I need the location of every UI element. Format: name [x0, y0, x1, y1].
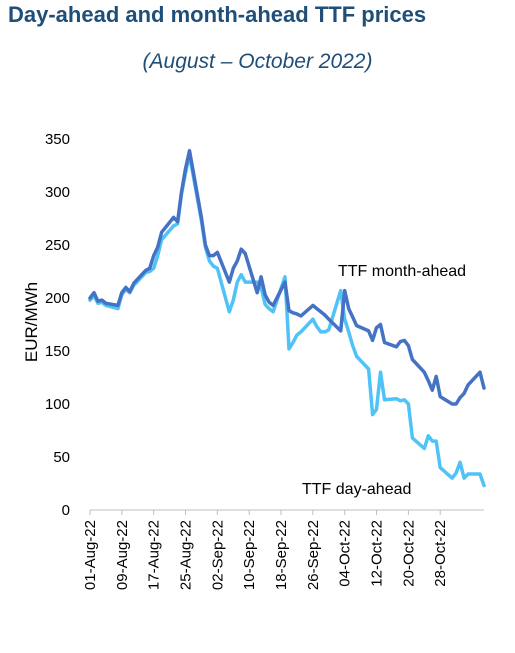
x-tick-label: 10-Sep-22 [241, 520, 258, 590]
x-tick-label: 12-Oct-22 [369, 520, 386, 587]
series-layer [88, 148, 486, 488]
y-tick-label: 50 [53, 449, 70, 466]
series-label-month-ahead: TTF month-ahead [338, 263, 466, 280]
x-tick-label: 18-Sep-22 [273, 520, 290, 590]
x-tick-label: 20-Oct-22 [400, 520, 417, 587]
x-tick-label: 02-Sep-22 [209, 520, 226, 590]
x-tick-label: 04-Oct-22 [337, 520, 354, 587]
x-tick-label: 09-Aug-22 [114, 520, 131, 590]
chart-title: Day-ahead and month-ahead TTF prices [8, 2, 427, 27]
y-tick-label: 250 [45, 237, 70, 254]
x-tick-label: 17-Aug-22 [146, 520, 163, 590]
y-axis: 0 50 100 150 200 250 300 350 [45, 131, 70, 519]
series-line-day-ahead [88, 153, 486, 488]
y-tick-label: 300 [45, 184, 70, 201]
y-tick-label: 200 [45, 290, 70, 307]
series-line-month-ahead [88, 148, 486, 406]
y-axis-label: EUR/MWh [22, 282, 41, 362]
y-tick-label: 150 [45, 343, 70, 360]
x-tick-label: 01-Aug-22 [82, 520, 99, 590]
x-tick-label: 28-Oct-22 [432, 520, 449, 587]
x-tick-label: 25-Aug-22 [178, 520, 195, 590]
y-tick-label: 350 [45, 131, 70, 148]
x-tick-label: 26-Sep-22 [305, 520, 322, 590]
x-axis: 01-Aug-22 09-Aug-22 17-Aug-22 25-Aug-22 02-S… [82, 509, 484, 590]
series-label-day-ahead: TTF day-ahead [302, 481, 411, 498]
y-tick-label: 100 [45, 396, 70, 413]
y-tick-label: 0 [62, 502, 70, 519]
chart-subtitle: (August – October 2022) [142, 50, 373, 73]
